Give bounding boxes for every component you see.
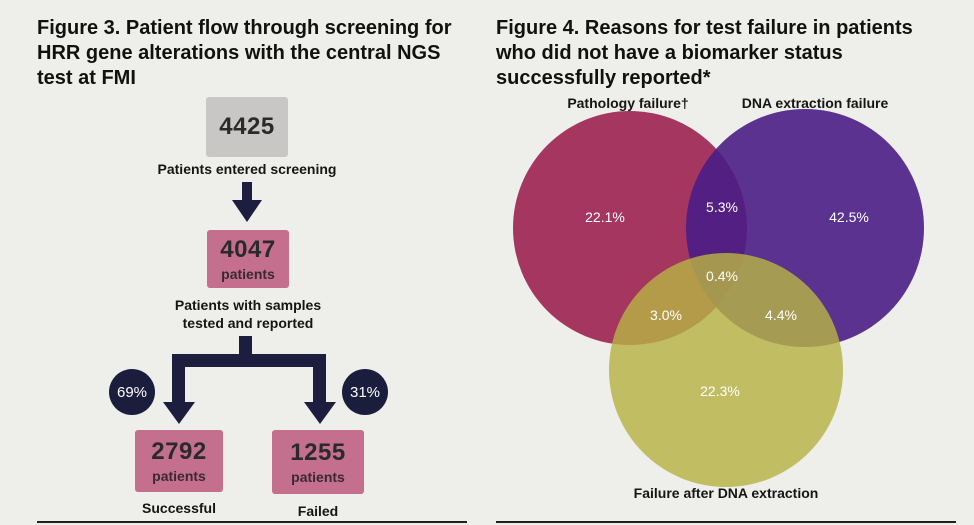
dna-only-value: 42.5% (829, 209, 869, 225)
after-only-value: 22.3% (700, 383, 740, 399)
failure-after-dna-extraction-label: Failure after DNA extraction (634, 485, 819, 501)
successful-patients-count: 2792 (151, 438, 207, 465)
split-arrow-icon (163, 336, 336, 424)
figure-3-title: Figure 3. Patient flow through screening… (37, 17, 452, 89)
successful-caption: Successful (142, 500, 216, 516)
figure-4-title: Figure 4. Reasons for test failure in pa… (496, 17, 913, 89)
figure-3-bottom-rule (37, 521, 467, 523)
tested-caption-line-2: tested and reported (182, 315, 314, 331)
pathology-only-value: 22.1% (585, 209, 625, 225)
tested-patients-count: 4047 (220, 236, 276, 263)
figure-4-bottom-rule (496, 521, 956, 523)
tested-caption-line-1: Patients with samples (174, 297, 322, 313)
failed-caption: Failed (297, 503, 339, 519)
successful-patients-box: 2792 patients (135, 430, 223, 492)
screened-patients-box: 4425 (206, 97, 288, 157)
pathology-dna-overlap-value: 5.3% (706, 199, 738, 215)
failure-after-dna-extraction-circle (609, 253, 843, 487)
tested-patients-caption: Patients with samples tested and reporte… (140, 296, 356, 332)
failure-rate-badge: 31% (342, 369, 388, 415)
pathology-failure-label: Pathology failure† (567, 95, 688, 111)
pathology-after-overlap-value: 3.0% (650, 307, 682, 323)
successful-patients-unit: patients (152, 468, 206, 484)
failed-patients-box: 1255 patients (272, 430, 364, 494)
failed-patients-count: 1255 (290, 439, 346, 466)
dna-after-overlap-value: 4.4% (765, 307, 797, 323)
failed-patients-unit: patients (291, 469, 345, 485)
screened-patients-caption: Patients entered screening (157, 161, 337, 177)
success-rate-badge: 69% (109, 369, 155, 415)
tested-patients-unit: patients (221, 266, 275, 282)
arrow-down-1-icon (232, 182, 262, 222)
tested-patients-box: 4047 patients (207, 230, 289, 288)
dna-extraction-failure-label: DNA extraction failure (742, 95, 889, 111)
screened-patients-count: 4425 (219, 113, 275, 140)
all-three-overlap-value: 0.4% (706, 268, 738, 284)
